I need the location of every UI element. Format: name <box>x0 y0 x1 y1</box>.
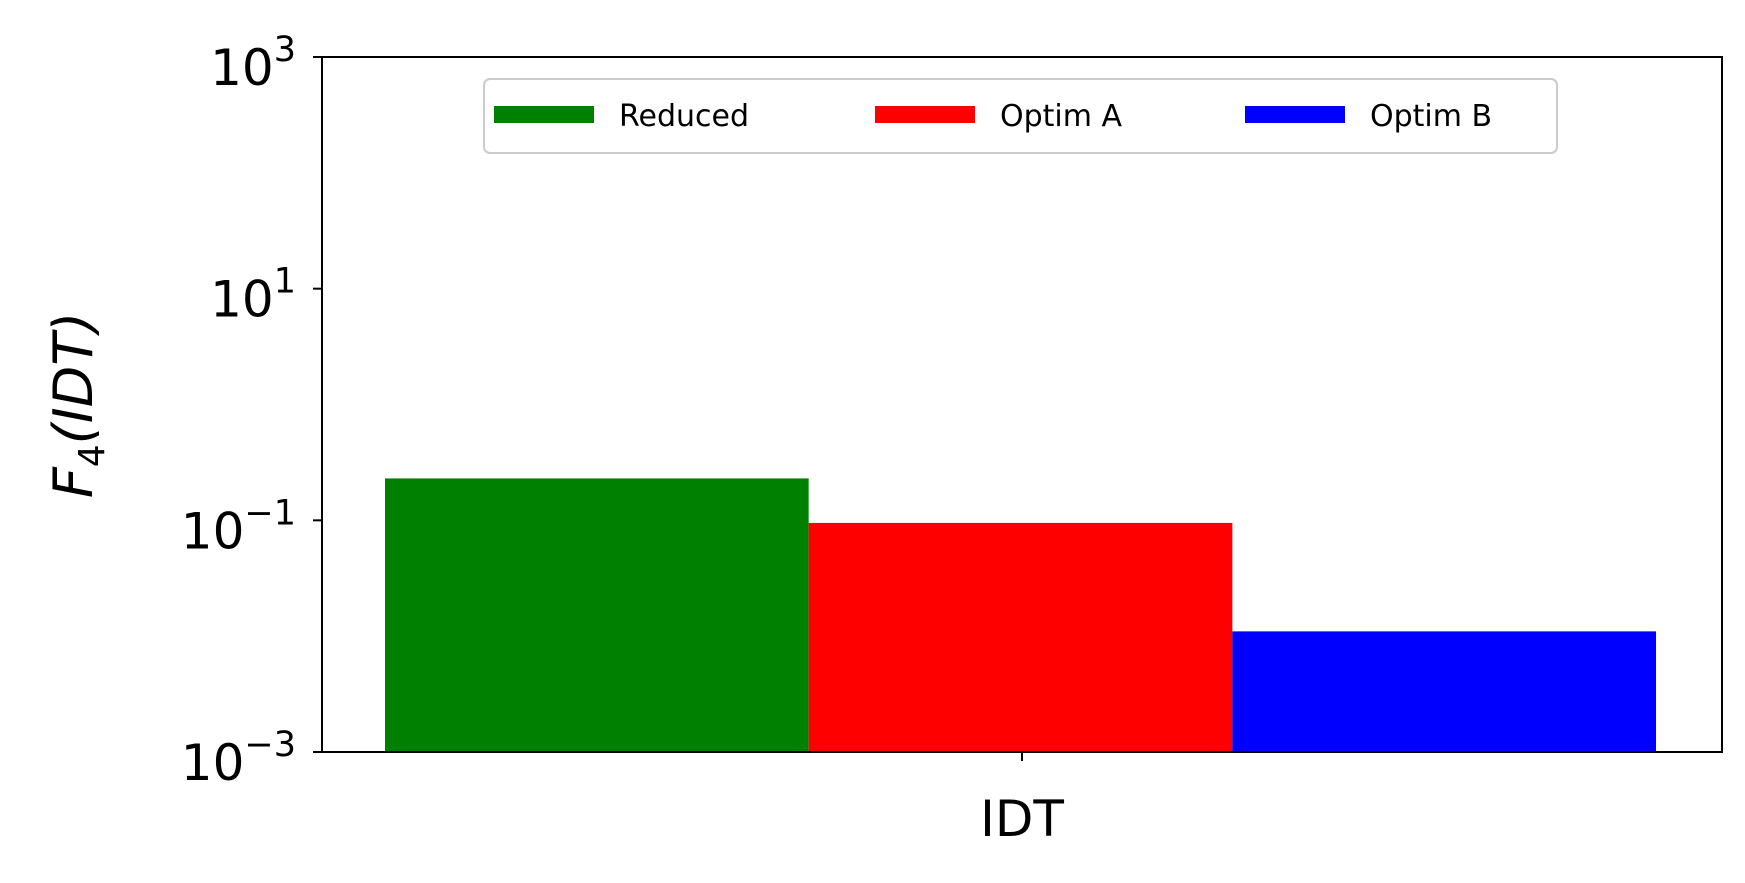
legend-label-reduced: Reduced <box>619 99 749 134</box>
y-tick-exponent: 3 <box>274 30 296 70</box>
y-tick-base: 10 <box>210 39 274 97</box>
y-tick-base: 10 <box>210 271 274 329</box>
bars-group <box>385 478 1656 752</box>
y-tick-label: 101 <box>210 262 296 329</box>
legend-swatch-optim-a <box>875 106 975 123</box>
bar-optim-b <box>1232 631 1656 752</box>
y-tick-label: 10−1 <box>181 493 296 560</box>
y-tick-base: 10 <box>181 734 245 792</box>
y-axis-label-main: F <box>42 466 105 498</box>
legend-label-optim-b: Optim B <box>1370 99 1492 134</box>
legend-box <box>483 78 1558 154</box>
x-tick-label: IDT <box>980 790 1064 848</box>
legend: Reduced Optim A Optim B <box>483 78 1558 154</box>
legend-swatch-reduced <box>494 106 594 123</box>
y-axis-label-argument: (IDT) <box>42 312 105 445</box>
y-tick-exponent: 1 <box>274 262 296 302</box>
y-tick-base: 10 <box>181 502 245 560</box>
y-tick-exponent: −1 <box>244 493 296 533</box>
y-axis-label: F4(IDT) <box>42 312 113 499</box>
x-axis: IDT <box>980 752 1064 848</box>
y-tick-exponent: −3 <box>244 725 296 765</box>
legend-label-optim-a: Optim A <box>1000 99 1123 134</box>
y-tick-label: 10−3 <box>181 725 296 792</box>
bar-reduced <box>385 478 809 752</box>
y-axis-label-subscript: 4 <box>72 444 113 467</box>
bar-optim-a <box>808 522 1233 752</box>
y-tick-label: 103 <box>210 30 296 97</box>
legend-swatch-optim-b <box>1245 106 1345 123</box>
